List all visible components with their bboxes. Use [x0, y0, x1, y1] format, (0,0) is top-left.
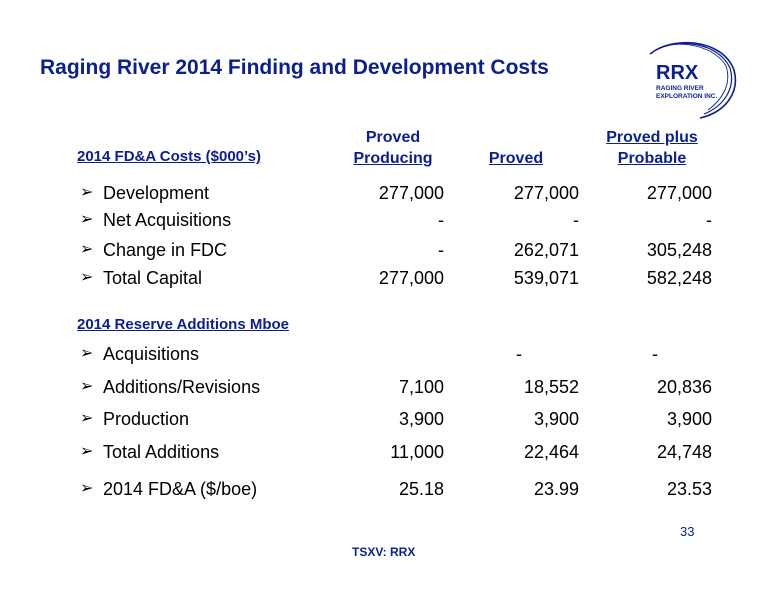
table-row: ➢ Production 3,900 3,900 3,900 — [0, 407, 776, 431]
bullet-arrow-icon: ➢ — [80, 443, 94, 460]
value-proved-producing: 277,000 — [378, 268, 444, 288]
value-proved: 3,900 — [533, 409, 579, 429]
bullet-arrow-icon: ➢ — [80, 378, 94, 395]
value-proved-producing: - — [438, 210, 444, 230]
table-row: ➢ Change in FDC - 262,071 305,248 — [0, 238, 776, 262]
reserve-additions-header: 2014 Reserve Additions Mboe — [77, 316, 290, 333]
bullet-arrow-icon: ➢ — [80, 480, 94, 497]
col-header-proved-producing: Proved Producing — [353, 129, 433, 167]
bullet-arrow-icon: ➢ — [80, 184, 94, 201]
col-header-proved: Proved — [488, 150, 544, 167]
value-proved: - — [573, 210, 579, 230]
value-proved-plus-probable: 24,748 — [656, 442, 712, 462]
footer-ticker: TSXV: RRX — [352, 545, 416, 559]
bullet-arrow-icon: ➢ — [80, 269, 94, 286]
row-label: Net Acquisitions — [103, 210, 232, 230]
value-proved-producing: 277,000 — [378, 183, 444, 203]
row-label: 2014 FD&A ($/boe) — [103, 479, 258, 499]
value-proved: 277,000 — [513, 183, 579, 203]
value-proved-producing: 25.18 — [398, 479, 444, 499]
table-row: ➢ Total Capital 277,000 539,071 582,248 — [0, 266, 776, 290]
rrx-logo: RRX RAGING RIVER EXPLORATION INC. — [642, 40, 738, 120]
value-proved-producing: 7,100 — [398, 377, 444, 397]
fda-costs-header: 2014 FD&A Costs ($000’s) — [77, 148, 261, 165]
value-proved-plus-probable: 582,248 — [646, 268, 712, 288]
value-proved-plus-probable: 305,248 — [646, 240, 712, 260]
col-header-proved-plus-probable: Proved plus Probable — [606, 129, 698, 167]
value-proved: - — [516, 344, 522, 364]
value-proved-plus-probable: 20,836 — [656, 377, 712, 397]
logo-subtext: RAGING RIVER EXPLORATION INC. — [656, 85, 718, 100]
row-label: Additions/Revisions — [103, 377, 261, 397]
logo-text: RRX — [656, 62, 699, 84]
table-row: ➢ Net Acquisitions - - - — [0, 208, 776, 232]
page-number: 33 — [680, 524, 695, 539]
table-row: ➢ Total Additions 11,000 22,464 24,748 — [0, 440, 776, 464]
row-label: Production — [103, 409, 190, 429]
value-proved: 23.99 — [533, 479, 579, 499]
value-proved: 539,071 — [513, 268, 579, 288]
row-label: Acquisitions — [103, 344, 200, 364]
value-proved-plus-probable: 3,900 — [666, 409, 712, 429]
value-proved: 262,071 — [513, 240, 579, 260]
row-label: Change in FDC — [103, 240, 228, 260]
row-label: Total Additions — [103, 442, 220, 462]
table-row: ➢ Additions/Revisions 7,100 18,552 20,83… — [0, 375, 776, 399]
bullet-arrow-icon: ➢ — [80, 241, 94, 258]
value-proved-producing: - — [438, 240, 444, 260]
bullet-arrow-icon: ➢ — [80, 211, 94, 228]
value-proved-plus-probable: - — [706, 210, 712, 230]
value-proved-plus-probable: 23.53 — [666, 479, 712, 499]
value-proved: 22,464 — [523, 442, 579, 462]
swirl-logo-icon — [649, 41, 737, 119]
table-row: ➢ Acquisitions - - — [0, 342, 776, 366]
value-proved-plus-probable: 277,000 — [646, 183, 712, 203]
table-row: ➢ 2014 FD&A ($/boe) 25.18 23.99 23.53 — [0, 477, 776, 501]
bullet-arrow-icon: ➢ — [80, 345, 94, 362]
row-label: Total Capital — [103, 268, 203, 288]
row-label: Development — [103, 183, 210, 203]
page-title: Raging River 2014 Finding and Developmen… — [40, 56, 549, 79]
value-proved-plus-probable: - — [652, 344, 658, 364]
table-row: ➢ Development 277,000 277,000 277,000 — [0, 181, 776, 205]
value-proved-producing: 3,900 — [398, 409, 444, 429]
value-proved: 18,552 — [523, 377, 579, 397]
bullet-arrow-icon: ➢ — [80, 410, 94, 427]
value-proved-producing: 11,000 — [390, 442, 444, 462]
